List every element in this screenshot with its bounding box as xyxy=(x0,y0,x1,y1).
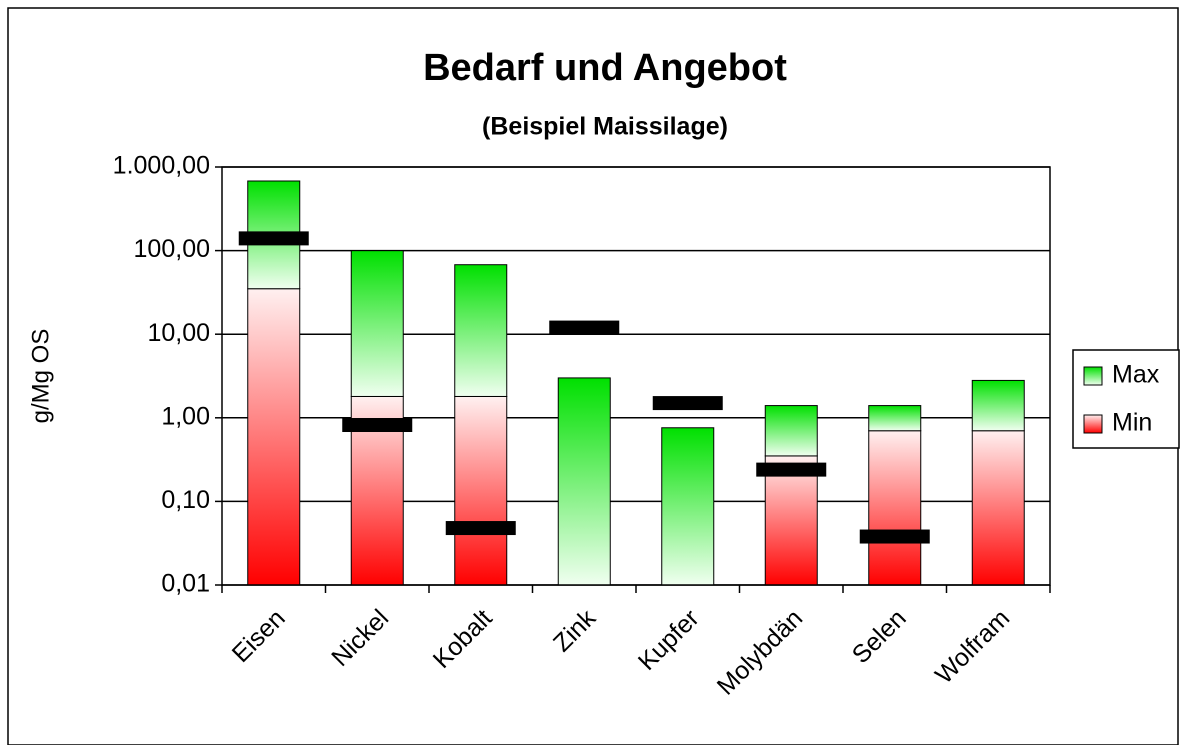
y-tick-label: 1.000,00 xyxy=(113,152,210,180)
y-tick-label: 0,01 xyxy=(161,570,210,598)
plot-border xyxy=(221,166,1051,586)
legend-label: Max xyxy=(1112,361,1160,389)
y-tick-label: 100,00 xyxy=(134,235,210,263)
demand-marker xyxy=(549,320,620,335)
chart-subtitle: (Beispiel Maissilage) xyxy=(482,113,728,141)
y-axis-label: g/Mg OS xyxy=(27,329,54,424)
bar-segment xyxy=(454,395,508,586)
demand-marker xyxy=(756,462,827,477)
bar-segment xyxy=(661,427,715,586)
bar-segment xyxy=(971,430,1025,586)
demand-marker xyxy=(342,418,413,433)
y-tick-label: 0,10 xyxy=(161,486,210,514)
bar-segment xyxy=(971,379,1025,432)
plot-area xyxy=(222,167,1050,585)
chart-title: Bedarf und Angebot xyxy=(423,47,787,89)
legend-label: Min xyxy=(1112,409,1152,437)
demand-marker xyxy=(238,231,309,246)
bar-segment xyxy=(868,405,922,432)
bar-segment xyxy=(868,430,922,586)
legend-swatch xyxy=(1083,414,1103,434)
demand-marker xyxy=(859,529,930,544)
bar-segment xyxy=(350,250,404,397)
legend-swatch xyxy=(1083,366,1103,386)
bar-segment xyxy=(247,288,301,586)
bar-segment xyxy=(764,455,818,586)
demand-marker xyxy=(445,521,516,536)
bar-segment xyxy=(764,405,818,457)
demand-marker xyxy=(652,396,723,411)
bar-segment xyxy=(557,377,611,586)
bar-segment xyxy=(454,264,508,397)
y-tick-label: 1,00 xyxy=(161,402,210,430)
y-tick-label: 10,00 xyxy=(147,319,210,347)
